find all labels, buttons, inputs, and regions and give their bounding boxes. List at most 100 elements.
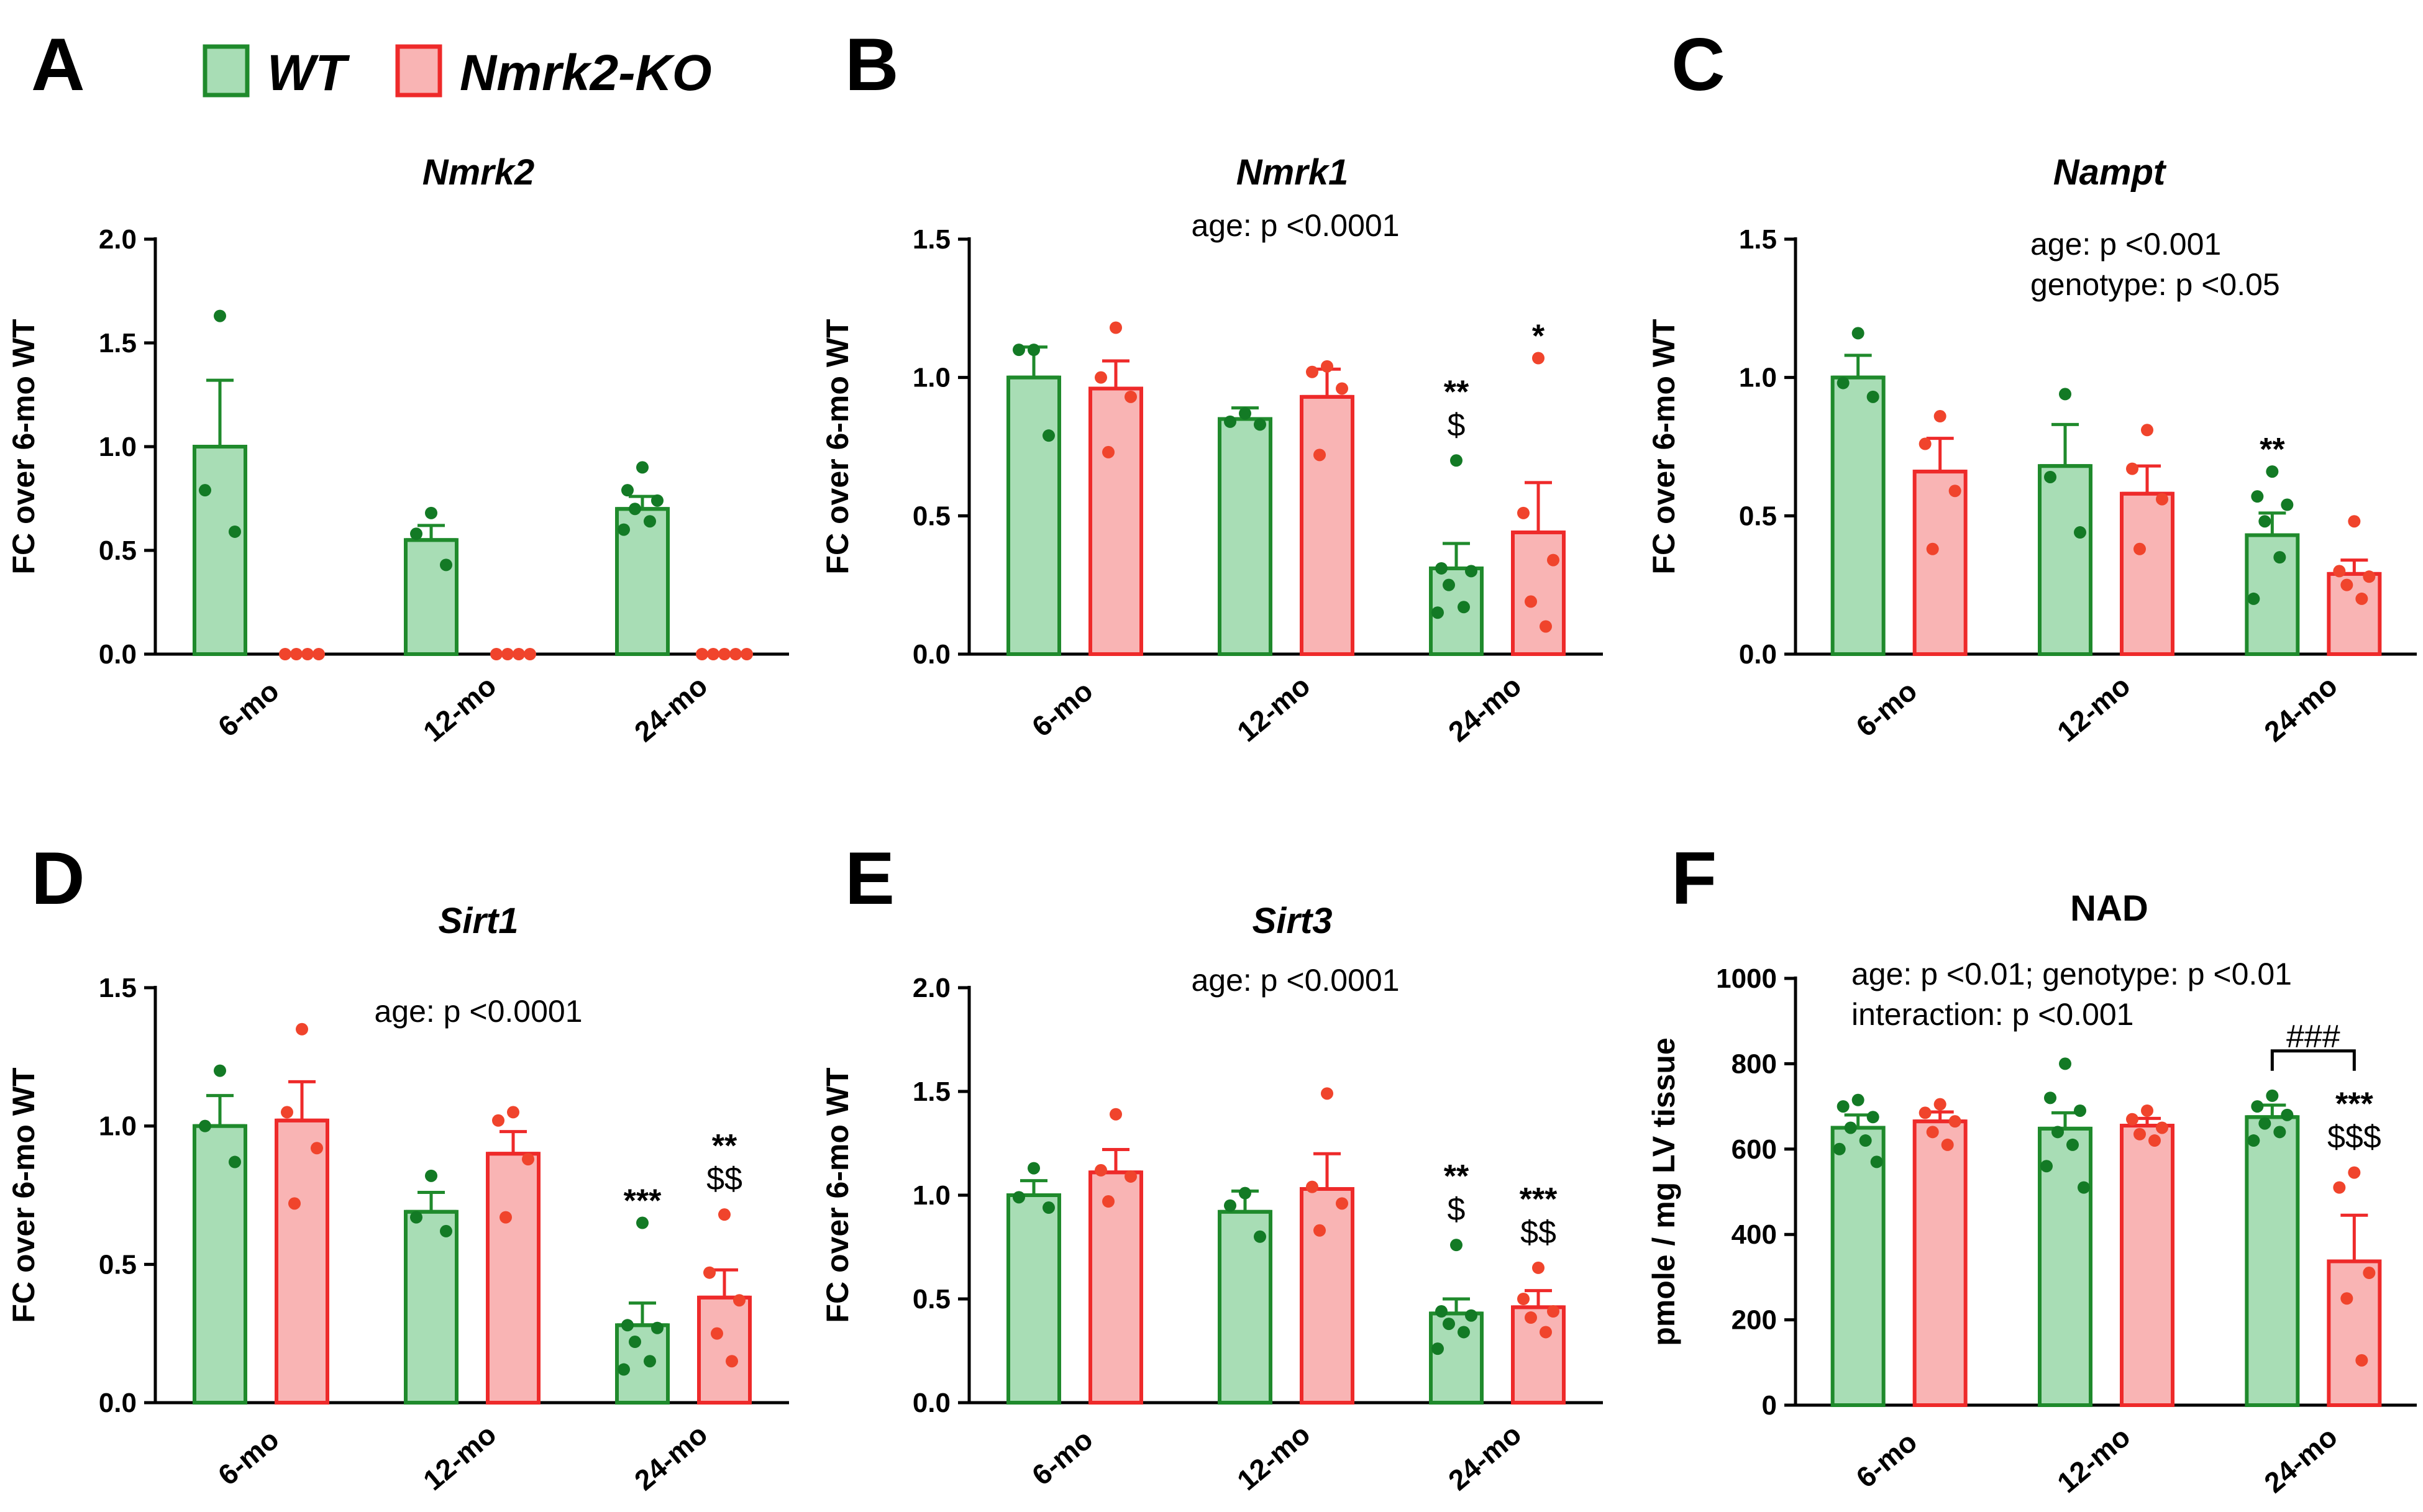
- data-point: [1239, 407, 1251, 420]
- data-point: [2363, 570, 2376, 583]
- y-tick-label: 2.0: [913, 973, 951, 1003]
- y-tick-label: 1.0: [913, 1180, 951, 1211]
- data-point: [2247, 1134, 2260, 1147]
- data-point: [2258, 515, 2271, 528]
- data-point: [1254, 1230, 1266, 1243]
- x-tick-label: 6-mo: [1850, 1426, 1923, 1494]
- data-point: [2281, 498, 2294, 511]
- data-point: [214, 1064, 226, 1077]
- significance-label: ***: [1520, 1182, 1558, 1218]
- data-point: [636, 461, 649, 474]
- chart-title: Nmrk2: [422, 152, 535, 193]
- x-tick-label: 6-mo: [1850, 675, 1923, 743]
- y-tick-label: 800: [1732, 1049, 1777, 1079]
- data-point: [703, 1266, 716, 1279]
- chart-nmrk1: Nmrk1 age: p <0.0001 FC over 6-mo WT 0.0 0.5…: [820, 152, 1603, 748]
- x-tick-label: 12-mo: [2051, 1420, 2136, 1499]
- data-point: [1435, 1305, 1448, 1318]
- x-tick-label: 12-mo: [2051, 669, 2136, 748]
- significance-label: **: [712, 1128, 737, 1164]
- bar: [1006, 1193, 1061, 1405]
- y-axis-label: FC over 6-mo WT: [820, 319, 855, 574]
- data-point: [2059, 1057, 2071, 1070]
- significance-label: ***: [2335, 1086, 2373, 1123]
- data-point: [1919, 1106, 1932, 1119]
- data-point: [1450, 1239, 1462, 1252]
- data-point: [2156, 1121, 2168, 1134]
- bar: [1088, 1170, 1143, 1405]
- y-tick-label: 0.5: [913, 501, 951, 531]
- data-point: [311, 1142, 323, 1155]
- data-point: [2355, 1354, 2368, 1367]
- data-point: [1095, 371, 1107, 384]
- y-tick-label: 200: [1732, 1305, 1777, 1336]
- chart-nmrk2: Nmrk2 FC over 6-mo WT 0.0 0.5 1.0 1.5 2.0 6-mo 1…: [6, 152, 789, 748]
- bar: [1511, 1305, 1566, 1405]
- data-point: [1013, 344, 1025, 357]
- y-tick-label: 2.0: [99, 224, 137, 255]
- data-point: [2074, 1104, 2086, 1117]
- data-point: [1465, 565, 1477, 578]
- data-point: [1458, 601, 1470, 614]
- data-point: [2273, 551, 2286, 564]
- significance-label: **: [2260, 432, 2285, 468]
- data-point: [296, 1022, 308, 1036]
- x-tick-label: 6-mo: [212, 1423, 285, 1492]
- data-point: [1870, 1155, 1883, 1168]
- data-point: [229, 1155, 241, 1168]
- panel-letter-b: B: [845, 23, 899, 106]
- data-point: [1224, 1199, 1236, 1212]
- data-point: [2126, 1113, 2138, 1126]
- data-point: [2051, 1126, 2064, 1139]
- y-tick-label: 0.0: [99, 639, 137, 670]
- data-point: [2333, 565, 2346, 578]
- x-tick-label: 6-mo: [1026, 1423, 1099, 1492]
- panel-letter-d: D: [31, 837, 85, 920]
- data-point: [1043, 429, 1055, 442]
- data-point: [1110, 321, 1122, 334]
- data-point: [2126, 462, 2138, 475]
- y-tick-label: 1.5: [1739, 224, 1777, 255]
- x-tick-label: 12-mo: [417, 1418, 502, 1496]
- data-point: [2266, 465, 2279, 478]
- data-point: [2133, 1127, 2146, 1141]
- data-point: [524, 648, 536, 660]
- bar: [1429, 1311, 1484, 1405]
- x-tick-label: 24-mo: [628, 1418, 713, 1496]
- bar: [1830, 375, 1886, 657]
- data-point: [2148, 1134, 2161, 1147]
- data-point: [1532, 1261, 1545, 1274]
- chart-sirt1: Sirt1 age: p <0.0001 FC over 6-mo WT 0.0 0.5…: [6, 901, 789, 1496]
- bar: [1218, 1209, 1272, 1405]
- bar: [1300, 394, 1354, 657]
- bar: [275, 1118, 329, 1405]
- bar: [1006, 375, 1061, 657]
- stat-annotation: age: p <0.001: [2030, 227, 2221, 262]
- data-point: [1547, 553, 1559, 567]
- data-point: [214, 309, 226, 322]
- data-point: [733, 1294, 746, 1307]
- bar: [2038, 464, 2092, 656]
- data-point: [1844, 1121, 1857, 1134]
- data-point: [2247, 592, 2260, 605]
- y-axis-label: FC over 6-mo WT: [1646, 319, 1681, 574]
- chart-nampt: Nampt age: p <0.001 genotype: p <0.05 FC ov…: [1646, 152, 2417, 748]
- data-point: [199, 1119, 211, 1132]
- chart-title: NAD: [2070, 888, 2148, 929]
- data-point: [636, 1216, 649, 1229]
- data-point: [2348, 515, 2361, 528]
- y-tick-label: 0.5: [913, 1284, 951, 1314]
- data-point: [1431, 606, 1444, 619]
- data-point: [490, 648, 503, 660]
- data-point: [707, 648, 719, 660]
- x-tick-label: 12-mo: [1231, 1418, 1316, 1496]
- data-point: [1306, 365, 1318, 378]
- data-point: [2066, 1138, 2079, 1151]
- data-point: [500, 1211, 512, 1224]
- y-tick-label: 1.5: [913, 224, 951, 255]
- data-point: [1933, 410, 1946, 423]
- significance-label: $$: [706, 1161, 742, 1197]
- data-point: [2078, 1181, 2090, 1194]
- legend-swatch-wt: [203, 44, 250, 98]
